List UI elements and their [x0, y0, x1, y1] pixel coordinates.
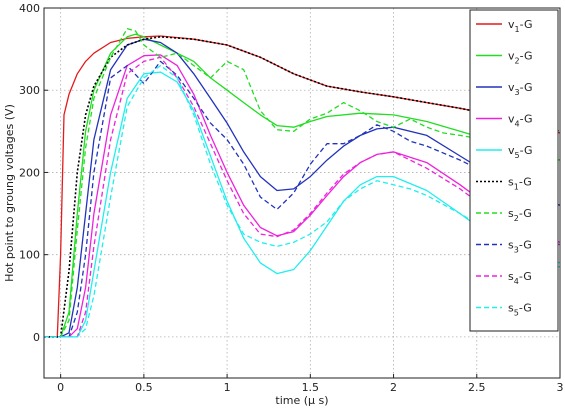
x-tick-label: 2.5 — [468, 381, 486, 394]
legend-label: s3-G — [508, 239, 532, 255]
legend: v1-G v2-G v3-G v4-G v5-G s1-G s2-G s3-G s4-G s5-G — [469, 9, 559, 332]
x-tick-label: 0 — [57, 381, 64, 394]
legend-label: s4-G — [508, 270, 532, 286]
y-axis-label: Hot point to groung voltages (V) — [3, 104, 16, 282]
series-line-s1-G — [44, 35, 561, 338]
series-line-s2-G — [44, 27, 561, 338]
legend-label: s1-G — [508, 176, 532, 192]
plot-frame — [43, 7, 561, 379]
series-line-v3-G — [44, 38, 561, 338]
legend-label: s5-G — [508, 302, 532, 318]
legend-label: v4-G — [508, 113, 533, 129]
series-line-v5-G — [44, 71, 561, 338]
legend-box — [469, 9, 559, 332]
series-line-v4-G — [44, 54, 561, 338]
y-tick-label: 300 — [19, 84, 40, 97]
x-axis-label: time (μ s) — [275, 394, 328, 407]
series-line-s3-G — [44, 60, 561, 338]
y-tick-label: 400 — [19, 2, 40, 15]
series-line-s5-G — [44, 64, 561, 338]
x-tick-label: 2 — [390, 381, 397, 394]
y-tick-label: 0 — [33, 331, 40, 344]
x-tick-label: 1.5 — [302, 381, 320, 394]
x-tick-label: 1 — [224, 381, 231, 394]
y-tick-label: 100 — [19, 249, 40, 262]
x-axis-ticks: 0 0.5 1 1.5 2 2.5 3 — [57, 374, 564, 394]
x-tick-label: 3 — [557, 381, 564, 394]
y-tick-label: 200 — [19, 166, 40, 179]
legend-label: v3-G — [508, 81, 533, 97]
y-axis-ticks: 0 100 200 300 400 — [19, 2, 48, 344]
legend-label: v1-G — [508, 18, 533, 34]
legend-label: s2-G — [508, 207, 532, 223]
series-lines — [44, 27, 561, 338]
x-tick-label: 0.5 — [135, 381, 153, 394]
series-line-s4-G — [44, 56, 561, 338]
legend-label: v2-G — [508, 50, 533, 66]
series-line-v2-G — [44, 33, 561, 338]
legend-label: v5-G — [508, 144, 533, 160]
